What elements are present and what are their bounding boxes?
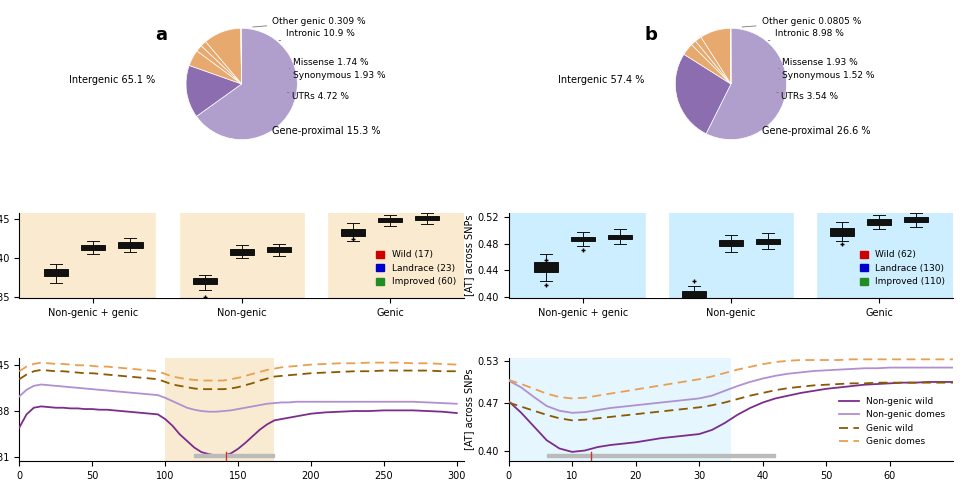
Bar — [646, 214, 668, 298]
Text: Intergenic 57.4 %: Intergenic 57.4 % — [559, 74, 644, 84]
PathPatch shape — [534, 263, 558, 272]
Legend: Non-genic wild, Non-genic domes, Genic wild, Genic domes: Non-genic wild, Non-genic domes, Genic w… — [836, 393, 949, 450]
Legend: Wild (17), Landrace (23), Improved (60): Wild (17), Landrace (23), Improved (60) — [373, 247, 459, 290]
PathPatch shape — [756, 239, 780, 244]
PathPatch shape — [719, 240, 743, 246]
Wedge shape — [241, 28, 242, 84]
Wedge shape — [196, 46, 242, 84]
Bar — [794, 214, 817, 298]
Text: Gene-proximal 15.3 %: Gene-proximal 15.3 % — [273, 126, 380, 136]
Bar — [304, 214, 326, 298]
PathPatch shape — [904, 217, 928, 222]
Text: Missense 1.74 %: Missense 1.74 % — [290, 58, 369, 68]
Text: Other genic 0.0805 %: Other genic 0.0805 % — [742, 17, 861, 27]
PathPatch shape — [193, 278, 217, 284]
Y-axis label: [AT] across SNPs: [AT] across SNPs — [464, 215, 475, 297]
PathPatch shape — [44, 269, 68, 276]
Text: UTRs 4.72 %: UTRs 4.72 % — [287, 92, 349, 101]
Wedge shape — [695, 37, 731, 84]
Text: Other genic 0.309 %: Other genic 0.309 % — [252, 17, 366, 27]
Wedge shape — [691, 41, 731, 84]
Text: UTRs 3.54 %: UTRs 3.54 % — [776, 92, 838, 101]
Text: Gene-proximal 26.6 %: Gene-proximal 26.6 % — [762, 126, 870, 136]
Text: Intergenic 65.1 %: Intergenic 65.1 % — [69, 74, 155, 84]
Bar — [195, 455, 274, 457]
Wedge shape — [186, 65, 242, 116]
Text: Missense 1.93 %: Missense 1.93 % — [779, 58, 858, 68]
Bar — [547, 455, 775, 457]
Bar — [165, 358, 274, 461]
Bar — [156, 214, 179, 298]
Wedge shape — [206, 28, 242, 84]
Wedge shape — [675, 54, 731, 134]
PathPatch shape — [118, 242, 143, 248]
Text: Intronic 8.98 %: Intronic 8.98 % — [768, 29, 845, 41]
Wedge shape — [706, 28, 787, 140]
Text: Synonymous 1.52 %: Synonymous 1.52 % — [779, 71, 874, 80]
PathPatch shape — [830, 228, 854, 236]
Wedge shape — [684, 45, 731, 84]
Text: b: b — [644, 25, 658, 44]
Y-axis label: [AT] across SNPs: [AT] across SNPs — [464, 369, 475, 450]
PathPatch shape — [608, 235, 632, 239]
PathPatch shape — [267, 247, 291, 252]
PathPatch shape — [377, 218, 402, 222]
Wedge shape — [701, 28, 731, 84]
PathPatch shape — [229, 249, 253, 254]
Text: Synonymous 1.93 %: Synonymous 1.93 % — [290, 71, 385, 80]
PathPatch shape — [571, 237, 595, 241]
Legend: Wild (62), Landrace (130), Improved (110): Wild (62), Landrace (130), Improved (110… — [856, 247, 949, 290]
Text: Intronic 10.9 %: Intronic 10.9 % — [279, 29, 355, 41]
PathPatch shape — [682, 291, 706, 302]
PathPatch shape — [81, 245, 105, 250]
Wedge shape — [201, 42, 242, 84]
Wedge shape — [196, 28, 298, 140]
Text: a: a — [155, 25, 168, 44]
PathPatch shape — [415, 216, 439, 220]
Wedge shape — [189, 51, 242, 84]
Bar — [508, 358, 731, 461]
PathPatch shape — [341, 229, 365, 236]
PathPatch shape — [868, 219, 892, 225]
